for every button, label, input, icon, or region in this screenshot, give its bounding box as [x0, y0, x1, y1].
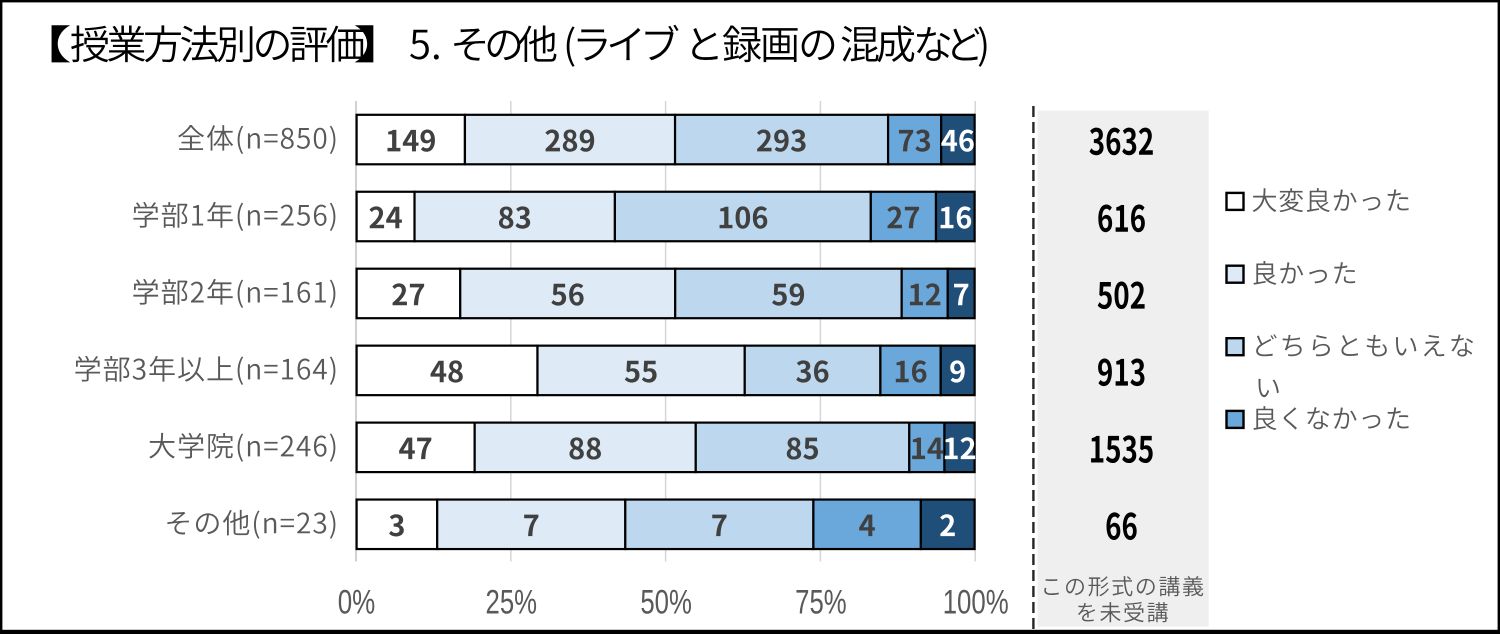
svg-text:100%: 100% [943, 584, 1009, 622]
svg-text:50%: 50% [640, 584, 692, 622]
svg-text:25%: 25% [486, 584, 538, 622]
svg-text:75%: 75% [795, 584, 847, 622]
svg-text:0%: 0% [338, 584, 376, 622]
